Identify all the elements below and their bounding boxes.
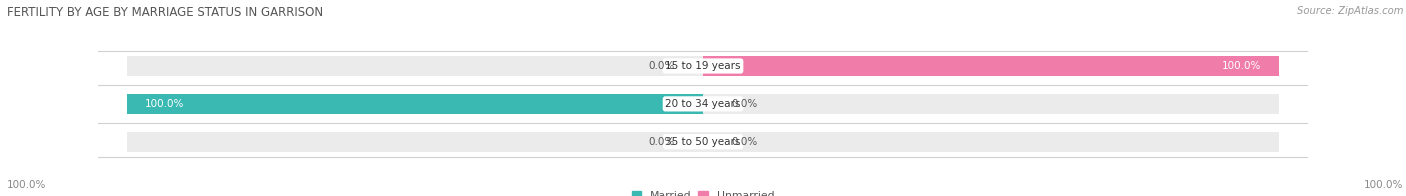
Bar xyxy=(127,56,1279,76)
Text: 0.0%: 0.0% xyxy=(731,99,758,109)
Bar xyxy=(127,94,1279,114)
Text: 100.0%: 100.0% xyxy=(1364,180,1403,190)
Bar xyxy=(127,132,1279,152)
Text: 0.0%: 0.0% xyxy=(648,137,675,147)
Text: 100.0%: 100.0% xyxy=(7,180,46,190)
Legend: Married, Unmarried: Married, Unmarried xyxy=(631,191,775,196)
Text: FERTILITY BY AGE BY MARRIAGE STATUS IN GARRISON: FERTILITY BY AGE BY MARRIAGE STATUS IN G… xyxy=(7,6,323,19)
Text: 35 to 50 years: 35 to 50 years xyxy=(665,137,741,147)
Text: 0.0%: 0.0% xyxy=(731,137,758,147)
Text: 100.0%: 100.0% xyxy=(1222,61,1261,71)
Text: 0.0%: 0.0% xyxy=(648,61,675,71)
Bar xyxy=(703,56,1279,76)
Text: 100.0%: 100.0% xyxy=(145,99,184,109)
Bar xyxy=(127,94,703,114)
Text: 20 to 34 years: 20 to 34 years xyxy=(665,99,741,109)
Text: Source: ZipAtlas.com: Source: ZipAtlas.com xyxy=(1296,6,1403,16)
Text: 15 to 19 years: 15 to 19 years xyxy=(665,61,741,71)
